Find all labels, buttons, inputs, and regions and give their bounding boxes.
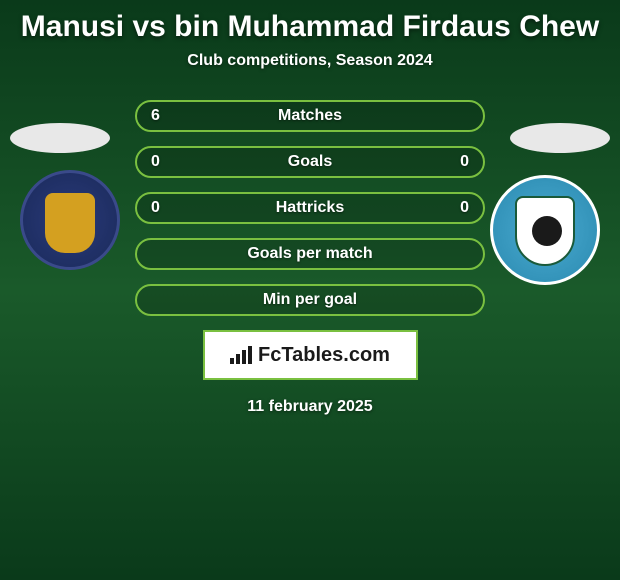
club-logo-right bbox=[490, 175, 600, 285]
club-logo-left bbox=[20, 170, 120, 270]
club-crest-left bbox=[45, 193, 95, 253]
stat-row-min-per-goal: Min per goal bbox=[135, 284, 485, 316]
stat-label: Hattricks bbox=[276, 199, 344, 217]
stat-label: Matches bbox=[278, 107, 342, 125]
stat-row-goals: 0 Goals 0 bbox=[135, 146, 485, 178]
stat-left-value: 6 bbox=[151, 107, 160, 125]
player-photo-left bbox=[10, 123, 110, 153]
player-photo-right bbox=[510, 123, 610, 153]
stat-right-value: 0 bbox=[460, 153, 469, 171]
stat-label: Goals per match bbox=[247, 245, 372, 263]
brand-chart-icon bbox=[230, 346, 252, 364]
stat-label: Goals bbox=[288, 153, 332, 171]
stat-left-value: 0 bbox=[151, 199, 160, 217]
comparison-subtitle: Club competitions, Season 2024 bbox=[0, 52, 620, 70]
club-crest-right bbox=[515, 196, 575, 266]
comparison-title: Manusi vs bin Muhammad Firdaus Chew bbox=[0, 10, 620, 44]
brand-text: FcTables.com bbox=[258, 344, 390, 367]
comparison-date: 11 february 2025 bbox=[0, 398, 620, 416]
stat-row-matches: 6 Matches bbox=[135, 100, 485, 132]
stats-list: 6 Matches 0 Goals 0 0 Hattricks 0 Goals … bbox=[135, 100, 485, 316]
stat-right-value: 0 bbox=[460, 199, 469, 217]
stat-left-value: 0 bbox=[151, 153, 160, 171]
stat-row-hattricks: 0 Hattricks 0 bbox=[135, 192, 485, 224]
brand-badge: FcTables.com bbox=[203, 330, 418, 380]
comparison-card: Manusi vs bin Muhammad Firdaus Chew Club… bbox=[0, 0, 620, 416]
stat-label: Min per goal bbox=[263, 291, 357, 309]
stat-row-goals-per-match: Goals per match bbox=[135, 238, 485, 270]
